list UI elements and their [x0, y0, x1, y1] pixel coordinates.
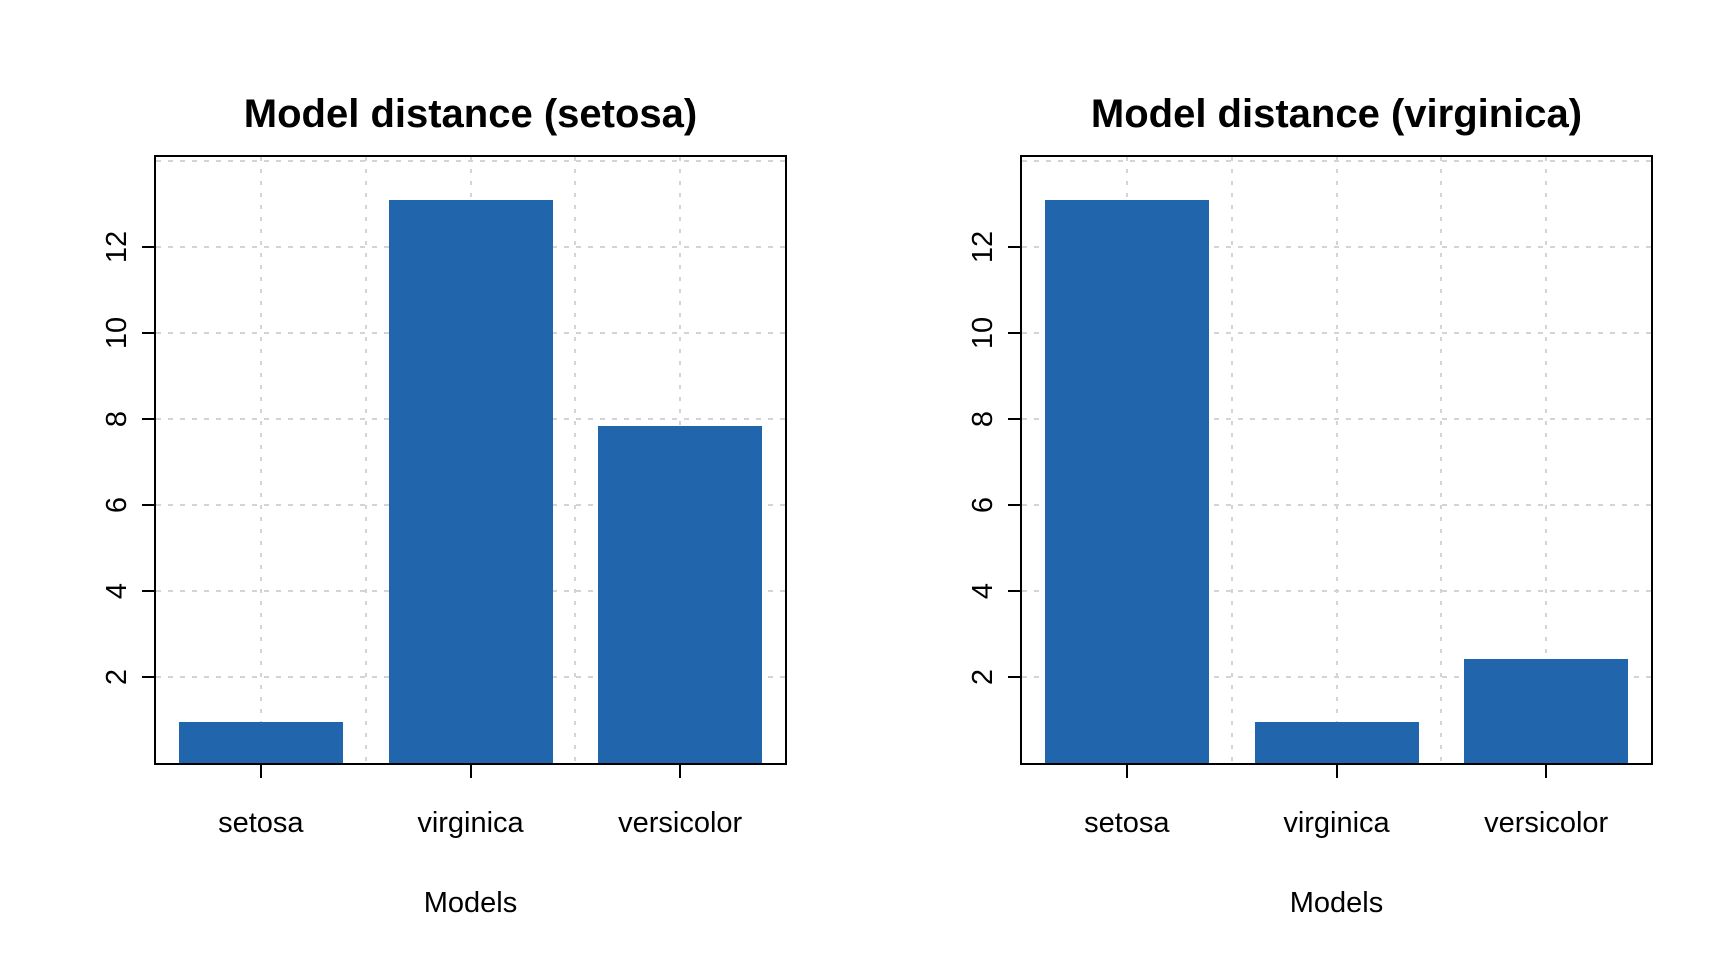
gridline-vertical [1545, 157, 1548, 763]
x-tick-label-versicolor: versicolor [618, 807, 743, 839]
y-tick [1008, 332, 1021, 335]
bar-versicolor [1464, 658, 1629, 763]
plot-box [154, 155, 787, 765]
x-tick-label-versicolor: versicolor [1484, 807, 1609, 839]
x-tick-label-virginica: virginica [1283, 807, 1390, 839]
chart-panel-setosa: Model distance (setosa) Models 2 4 6 8 10 12 s… [100, 92, 787, 919]
x-axis-title: Models [423, 887, 518, 919]
gridline-vertical [259, 157, 262, 763]
gridline-vertical [574, 157, 577, 763]
y-tick-label: 2 [100, 668, 133, 686]
y-tick [1008, 418, 1021, 421]
y-tick-label: 4 [100, 583, 133, 600]
y-tick [1008, 246, 1021, 249]
gridline-vertical [1335, 157, 1338, 763]
x-tick [679, 765, 682, 778]
x-tick [259, 765, 262, 778]
x-tick [1125, 765, 1128, 778]
x-tick [469, 765, 472, 778]
x-tick [1335, 765, 1338, 778]
gridline-vertical [1230, 157, 1233, 763]
y-tick [142, 504, 155, 507]
y-tick-label: 4 [966, 583, 999, 600]
y-tick [1008, 504, 1021, 507]
x-tick-label-setosa: setosa [1084, 807, 1170, 839]
y-tick [1008, 590, 1021, 593]
y-tick [142, 676, 155, 679]
bar-virginica [388, 199, 553, 763]
y-tick-label: 6 [966, 497, 999, 514]
x-tick [1545, 765, 1548, 778]
y-tick [142, 590, 155, 593]
y-tick-label: 10 [966, 317, 999, 350]
chart-title: Model distance (setosa) [243, 92, 698, 137]
plot-box [1020, 155, 1653, 765]
y-tick-label: 2 [966, 668, 999, 686]
y-tick-label: 8 [100, 411, 133, 428]
y-tick-label: 6 [100, 497, 133, 514]
y-tick-label: 10 [100, 317, 133, 350]
x-tick-label-virginica: virginica [417, 807, 524, 839]
gridline-vertical [1440, 157, 1443, 763]
y-tick [142, 418, 155, 421]
bar-virginica [1254, 722, 1419, 763]
y-tick [1008, 676, 1021, 679]
chart-panel-virginica: Model distance (virginica) Models 2 4 6 8 10… [866, 0, 1728, 960]
gridline-vertical [364, 157, 367, 763]
x-tick-label-setosa: setosa [218, 807, 304, 839]
bar-setosa [178, 722, 343, 763]
bar-versicolor [598, 425, 763, 763]
y-tick [142, 246, 155, 249]
y-tick [142, 332, 155, 335]
chart-title: Model distance (virginica) [1090, 92, 1583, 137]
x-axis-title: Models [1289, 887, 1384, 919]
y-tick-label: 8 [966, 411, 999, 428]
y-tick-label: 12 [966, 231, 999, 264]
y-tick-label: 12 [100, 231, 133, 264]
bar-setosa [1044, 199, 1209, 763]
